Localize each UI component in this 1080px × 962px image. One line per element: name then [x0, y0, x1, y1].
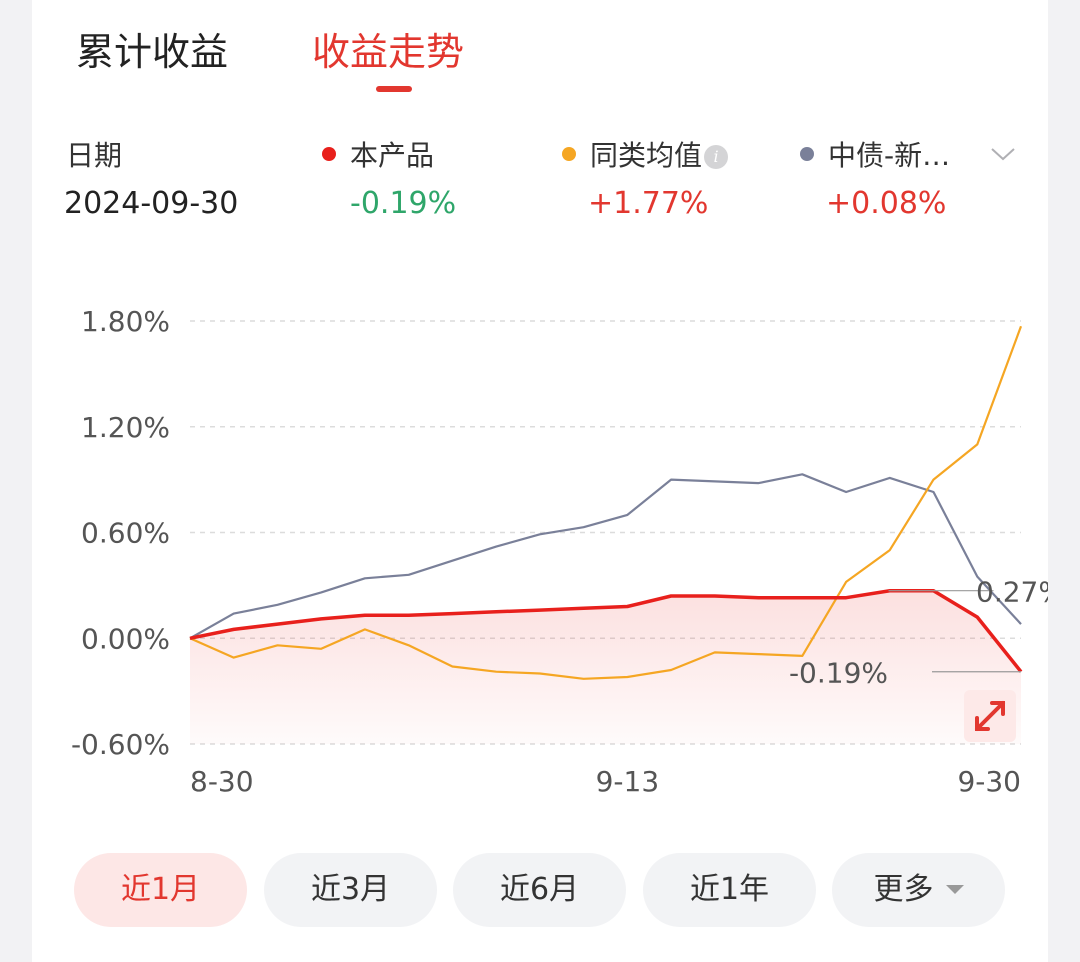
range-button-1y[interactable]: 近1年 — [643, 853, 816, 927]
y-tick-label: -0.60% — [71, 728, 170, 761]
x-tick-label: 9-13 — [596, 765, 660, 798]
annotation-label: -0.19% — [789, 657, 888, 690]
more-label: 更多 — [874, 872, 934, 907]
expand-chart-button[interactable] — [964, 690, 1016, 742]
x-tick-label: 8-30 — [190, 765, 254, 798]
annotation-label: 0.27% — [976, 576, 1048, 609]
fund-performance-card: 累计收益 收益走势 日期 2024-09-30 本产品 -0.19% 同类均值 i… — [32, 0, 1048, 962]
range-button-3m[interactable]: 近3月 — [264, 853, 437, 927]
return-trend-chart: 1.80% 1.20% 0.60% 0.00% -0.60% 8-30 9-13 9-30 0.… — [32, 0, 1048, 820]
range-button-more[interactable]: 更多 — [832, 853, 1005, 927]
expand-arrows-icon — [964, 690, 1016, 742]
y-tick-label: 0.00% — [81, 622, 170, 655]
product-area — [190, 591, 1021, 744]
y-tick-label: 1.20% — [81, 411, 170, 444]
caret-down-icon — [946, 885, 964, 894]
y-tick-label: 1.80% — [81, 305, 170, 338]
range-button-6m[interactable]: 近6月 — [453, 853, 626, 927]
range-button-1m[interactable]: 近1月 — [74, 853, 247, 927]
y-tick-label: 0.60% — [81, 517, 170, 550]
x-tick-label: 9-30 — [957, 765, 1021, 798]
